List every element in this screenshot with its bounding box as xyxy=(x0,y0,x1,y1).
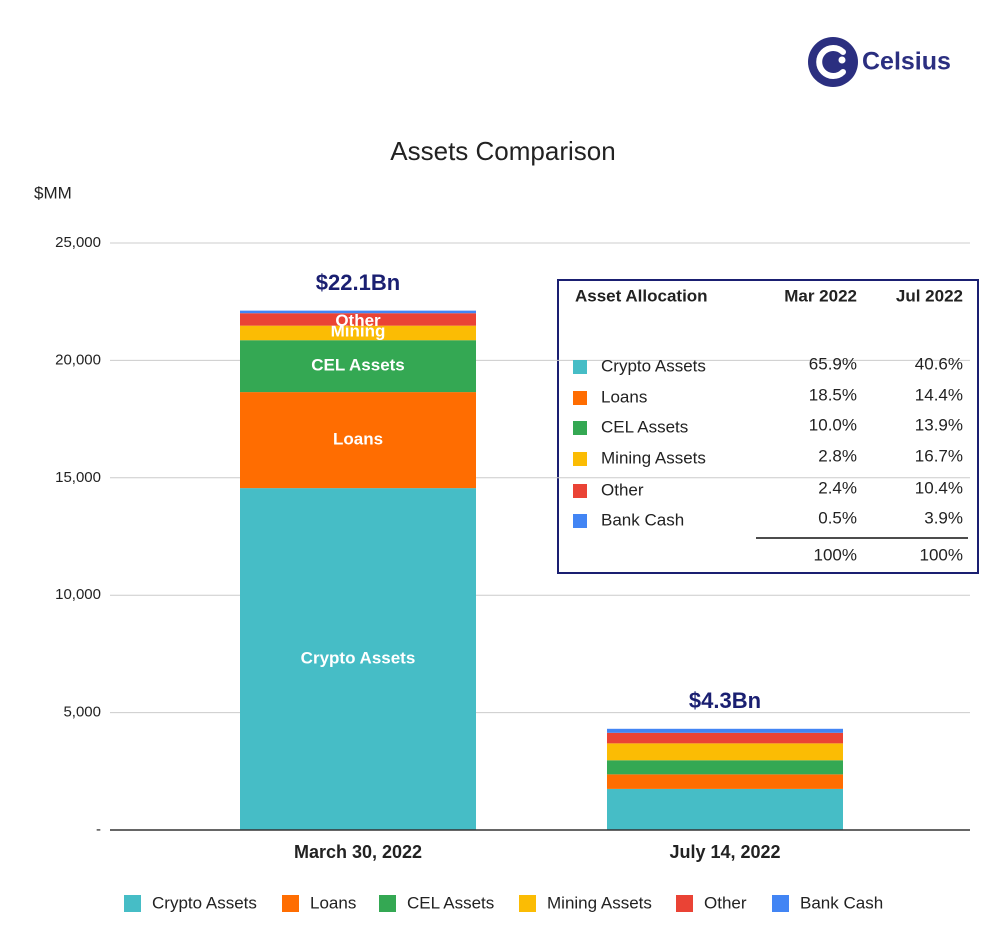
total-label: $22.1Bn xyxy=(316,270,400,295)
table-cell: 10.4% xyxy=(915,478,963,497)
table-total: 100% xyxy=(814,545,857,564)
legend-swatch xyxy=(124,895,141,912)
table-cell: 2.8% xyxy=(818,446,857,465)
table-header: Mar 2022 xyxy=(784,286,857,305)
legend-label: CEL Assets xyxy=(407,893,494,912)
table-header: Jul 2022 xyxy=(896,286,963,305)
table-cell: Other xyxy=(601,480,644,499)
table-swatch xyxy=(573,484,587,498)
chart-title: Assets Comparison xyxy=(390,136,615,166)
legend-swatch xyxy=(379,895,396,912)
table-cell: 14.4% xyxy=(915,385,963,404)
legend-label: Bank Cash xyxy=(800,893,883,912)
table-swatch xyxy=(573,391,587,405)
table-swatch xyxy=(573,452,587,466)
table-cell: Bank Cash xyxy=(601,510,684,529)
y-tick-label: - xyxy=(96,821,101,838)
segment-label: Crypto Assets xyxy=(301,649,416,668)
segment-label: Other xyxy=(335,311,381,330)
bar-segment xyxy=(240,313,476,326)
legend-label: Other xyxy=(704,893,747,912)
total-label: $4.3Bn xyxy=(689,688,761,713)
logo: Celsius xyxy=(808,37,951,87)
table-header: Asset Allocation xyxy=(575,286,708,305)
table-cell: CEL Assets xyxy=(601,417,688,436)
y-tick-label: 5,000 xyxy=(63,704,101,721)
table-swatch xyxy=(573,360,587,374)
y-tick-label: 20,000 xyxy=(55,351,101,368)
table-cell: 2.4% xyxy=(818,478,857,497)
legend-label: Mining Assets xyxy=(547,893,652,912)
x-tick-label: July 14, 2022 xyxy=(669,842,780,862)
legend-swatch xyxy=(676,895,693,912)
table-cell: 65.9% xyxy=(809,354,857,373)
x-tick-label: March 30, 2022 xyxy=(294,842,422,862)
bar-segment xyxy=(607,732,843,744)
bar-segment xyxy=(607,760,843,775)
table-cell: Mining Assets xyxy=(601,448,706,467)
bar-segment xyxy=(240,340,476,393)
table-box xyxy=(557,279,979,574)
table-cell: Crypto Assets xyxy=(601,356,706,375)
table-cell: Loans xyxy=(601,387,647,406)
bar-segment xyxy=(240,310,476,314)
segment-label: Loans xyxy=(333,430,383,449)
table-swatch xyxy=(573,421,587,435)
y-axis-label: $MM xyxy=(34,183,72,202)
y-tick-label: 15,000 xyxy=(55,469,101,486)
legend-swatch xyxy=(282,895,299,912)
bar-segment xyxy=(607,743,843,761)
bar-segment xyxy=(240,488,476,830)
legend-label: Crypto Assets xyxy=(152,893,257,912)
table-cell: 3.9% xyxy=(924,508,963,527)
bar-segment xyxy=(240,392,476,489)
y-tick-label: 10,000 xyxy=(55,586,101,603)
table-cell: 13.9% xyxy=(915,415,963,434)
segment-label: CEL Assets xyxy=(311,356,405,375)
table-cell: 18.5% xyxy=(809,385,857,404)
y-tick-label: 25,000 xyxy=(55,234,101,251)
legend-swatch xyxy=(772,895,789,912)
legend-swatch xyxy=(519,895,536,912)
table-total: 100% xyxy=(920,545,963,564)
segment-label: Mining xyxy=(331,321,386,340)
table-cell: 0.5% xyxy=(818,508,857,527)
logo-text: Celsius xyxy=(862,48,951,76)
table-cell: 40.6% xyxy=(915,354,963,373)
bar-segment xyxy=(607,728,843,733)
bar-segment xyxy=(240,325,476,341)
legend-label: Loans xyxy=(310,893,356,912)
table-swatch xyxy=(573,514,587,528)
table-cell: 10.0% xyxy=(809,415,857,434)
bar-segment xyxy=(607,774,843,789)
bar-segment xyxy=(607,788,843,830)
table-cell: 16.7% xyxy=(915,446,963,465)
